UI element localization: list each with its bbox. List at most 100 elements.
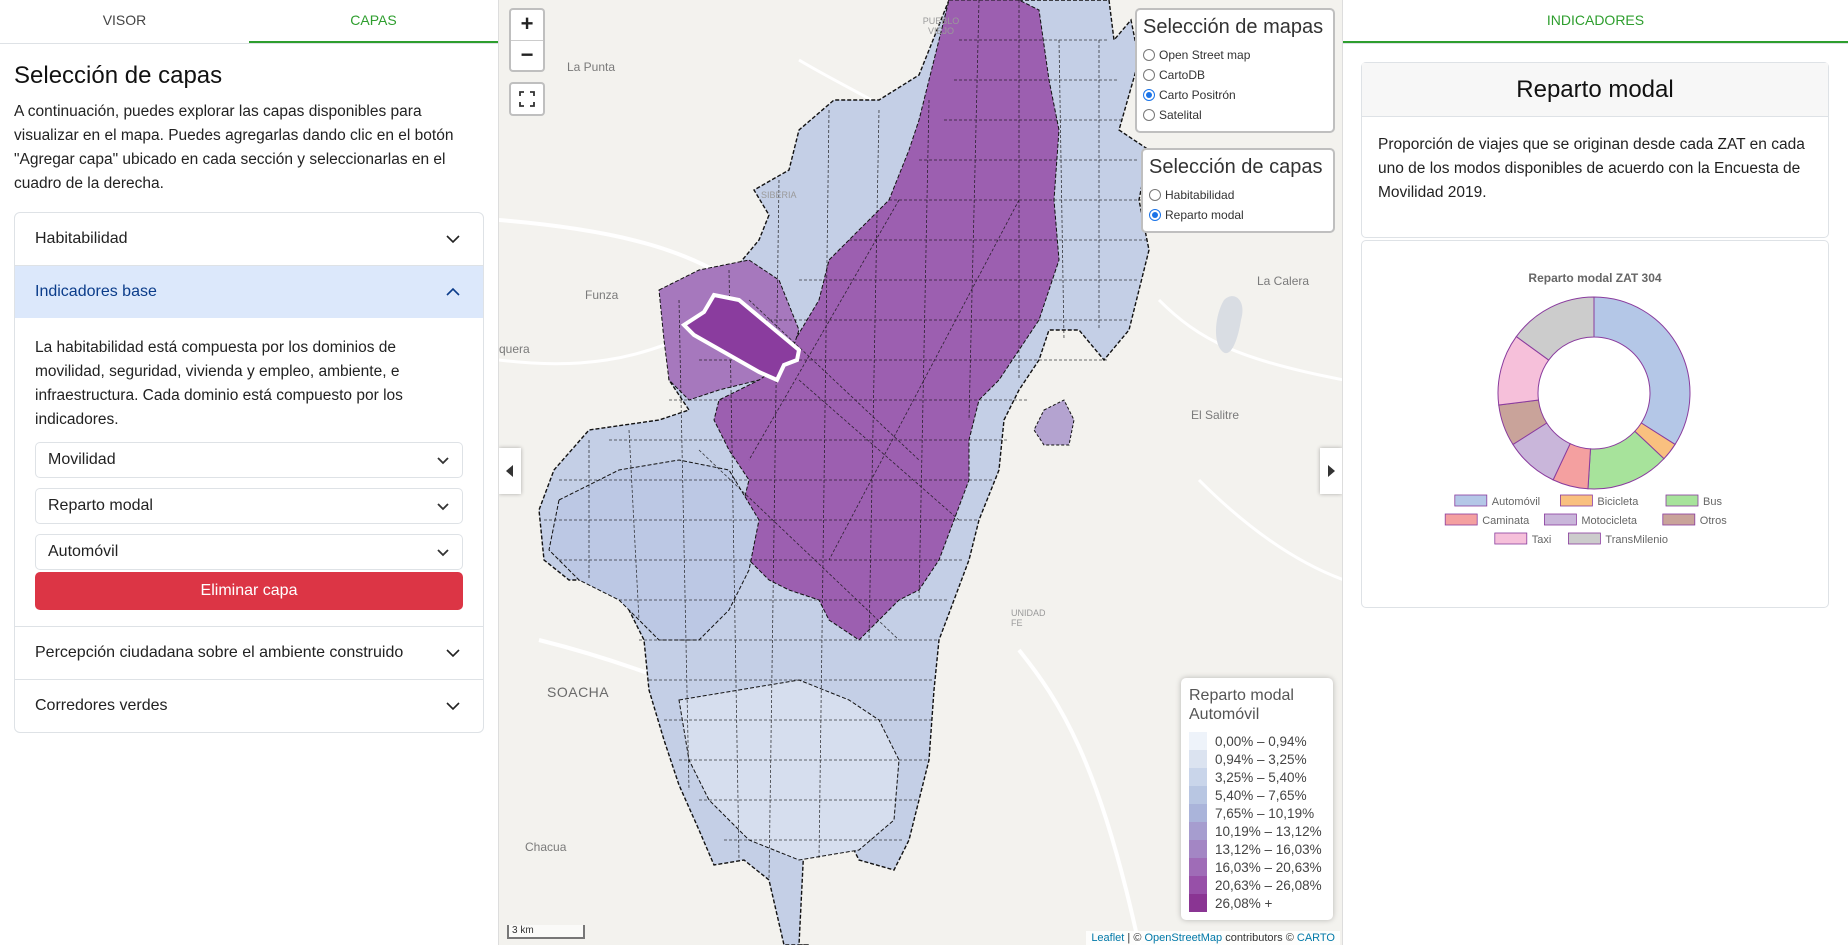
layers-content: Selección de capas A continuación, puede… <box>0 44 498 749</box>
collapse-right-panel-button[interactable] <box>1320 448 1342 494</box>
legend-swatch <box>1189 822 1207 840</box>
layer-option-reparto-modal[interactable]: Reparto modal <box>1149 205 1327 225</box>
pie-slice-automóvil[interactable] <box>1593 296 1691 446</box>
fullscreen-button[interactable] <box>509 82 545 116</box>
chart-legend-swatch[interactable] <box>1444 513 1478 526</box>
chart-legend-swatch[interactable] <box>1543 513 1577 526</box>
tab-indicadores[interactable]: INDICADORES <box>1343 0 1848 43</box>
domain-select-value: Movilidad <box>48 451 116 468</box>
tab-capas[interactable]: CAPAS <box>249 0 498 43</box>
layers-panel: VISOR CAPAS Selección de capas A continu… <box>0 0 498 945</box>
indicator-select[interactable]: Reparto modal <box>35 488 463 524</box>
chart-legend-label[interactable]: Bus <box>1703 496 1722 508</box>
place-label: La Calera <box>1257 274 1310 288</box>
legend-label: 5,40% – 7,65% <box>1215 787 1307 803</box>
chart-legend-label[interactable]: Motocicleta <box>1581 515 1638 527</box>
accordion-header-habitabilidad[interactable]: Habitabilidad <box>15 213 483 265</box>
legend-swatch <box>1189 768 1207 786</box>
collapse-left-panel-button[interactable] <box>499 448 521 494</box>
legend-item: 0,94% – 3,25% <box>1189 750 1325 768</box>
indicator-card-title: Reparto modal <box>1362 63 1828 117</box>
place-label: Chacua <box>525 840 567 854</box>
delete-layer-button[interactable]: Eliminar capa <box>35 572 463 610</box>
map-view[interactable]: La Punta Funza SIBERIA La Calera El Sali… <box>498 0 1343 945</box>
chart-legend-label[interactable]: Taxi <box>1532 534 1552 546</box>
chart-legend-label[interactable]: TransMilenio <box>1605 534 1668 546</box>
basemap-selector-title: Selección de mapas <box>1143 16 1324 38</box>
radio-label: Carto Positrón <box>1159 88 1236 102</box>
pie-slice-transmilenio[interactable] <box>1515 296 1595 361</box>
legend-swatch <box>1189 858 1207 876</box>
left-tabs: VISOR CAPAS <box>0 0 498 44</box>
legend-swatch <box>1189 804 1207 822</box>
chart-legend-swatch[interactable] <box>1567 532 1601 545</box>
page-title: Selección de capas <box>14 62 223 89</box>
legend-label: 16,03% – 20,63% <box>1215 859 1322 875</box>
chart-legend-label[interactable]: Automóvil <box>1492 496 1540 508</box>
basemap-option-osm[interactable]: Open Street map <box>1143 45 1327 65</box>
legend-item: 13,12% – 16,03% <box>1189 840 1325 858</box>
legend-item: 7,65% – 10,19% <box>1189 804 1325 822</box>
accordion-body-indicadores-base: La habitabilidad está compuesta por los … <box>15 318 483 626</box>
legend-label: 0,94% – 3,25% <box>1215 751 1307 767</box>
accordion-header-percepcion[interactable]: Percepción ciudadana sobre el ambiente c… <box>15 627 483 679</box>
legend-item: 5,40% – 7,65% <box>1189 786 1325 804</box>
mode-select[interactable]: Automóvil <box>35 534 463 570</box>
radio-icon <box>1149 189 1161 201</box>
legend-item: 0,00% – 0,94% <box>1189 732 1325 750</box>
tab-visor[interactable]: VISOR <box>102 12 147 28</box>
place-label: El Salitre <box>1191 408 1240 422</box>
chart-legend-label[interactable]: Caminata <box>1482 515 1530 527</box>
chart-card: Reparto modal ZAT 304 Automóvil Bicicleta… <box>1361 240 1829 608</box>
accordion-header-corredores[interactable]: Corredores verdes <box>15 680 483 732</box>
leaflet-link[interactable]: Leaflet <box>1091 932 1125 944</box>
accordion-header-indicadores-base[interactable]: Indicadores base <box>15 266 483 318</box>
donut-chart[interactable]: Automóvil Bicicleta Bus Caminata Motocicleta… <box>1362 241 1828 607</box>
chart-legend-swatch[interactable] <box>1662 513 1696 526</box>
basemap-option-satelital[interactable]: Satelital <box>1143 105 1327 125</box>
accordion-label: Corredores verdes <box>35 697 168 714</box>
domain-select[interactable]: Movilidad <box>35 442 463 478</box>
fullscreen-icon <box>519 91 535 107</box>
map-canvas[interactable] <box>499 0 1343 945</box>
radio-icon <box>1143 49 1155 61</box>
accordion-label: Habitabilidad <box>35 230 128 247</box>
zoom-in-button[interactable]: + <box>520 11 534 36</box>
accordion-item-indicadores-base: Indicadores base La habitabilidad está c… <box>15 266 483 627</box>
intro-text: A continuación, puedes explorar las capa… <box>14 103 454 192</box>
layer-selector-title: Selección de capas <box>1149 156 1323 178</box>
chevron-down-icon <box>446 702 460 711</box>
chart-legend-swatch[interactable] <box>1559 494 1593 507</box>
radio-selected-icon <box>1143 89 1155 101</box>
attribution-text: contributors © <box>1222 932 1297 944</box>
basemap-water <box>1215 296 1243 354</box>
chevron-down-icon <box>437 457 449 465</box>
zoom-out-button[interactable]: − <box>511 40 543 70</box>
zat-region-east <box>1033 399 1075 446</box>
legend-label: 10,19% – 13,12% <box>1215 823 1322 839</box>
layer-option-habitabilidad[interactable]: Habitabilidad <box>1149 185 1327 205</box>
chart-legend-label[interactable]: Otros <box>1700 515 1727 527</box>
map-scale: 3 km <box>507 925 585 939</box>
chart-legend-swatch[interactable] <box>1665 494 1699 507</box>
osm-link[interactable]: OpenStreetMap <box>1144 932 1223 944</box>
accordion-item-habitabilidad: Habitabilidad <box>15 213 483 266</box>
accordion-item-percepcion: Percepción ciudadana sobre el ambiente c… <box>15 627 483 680</box>
selected-zat[interactable] <box>680 292 802 383</box>
radio-selected-icon <box>1149 209 1161 221</box>
chart-legend-swatch[interactable] <box>1494 532 1528 545</box>
place-label: SOACHA <box>547 684 610 700</box>
accordion-label: Indicadores base <box>35 283 157 300</box>
radio-label: Habitabilidad <box>1165 188 1235 202</box>
legend-item: 26,08% + <box>1189 894 1325 912</box>
legend-item: 10,19% – 13,12% <box>1189 822 1325 840</box>
carto-link[interactable]: CARTO <box>1296 932 1335 944</box>
legend-item: 3,25% – 5,40% <box>1189 768 1325 786</box>
radio-label: CartoDB <box>1159 68 1206 82</box>
basemap-option-cartodb[interactable]: CartoDB <box>1143 65 1327 85</box>
basemap-option-positron[interactable]: Carto Positrón <box>1143 85 1327 105</box>
radio-label: Reparto modal <box>1165 208 1244 222</box>
chart-legend-label[interactable]: Bicicleta <box>1597 496 1639 508</box>
chart-legend-swatch[interactable] <box>1454 494 1488 507</box>
place-label: quera <box>499 342 530 356</box>
